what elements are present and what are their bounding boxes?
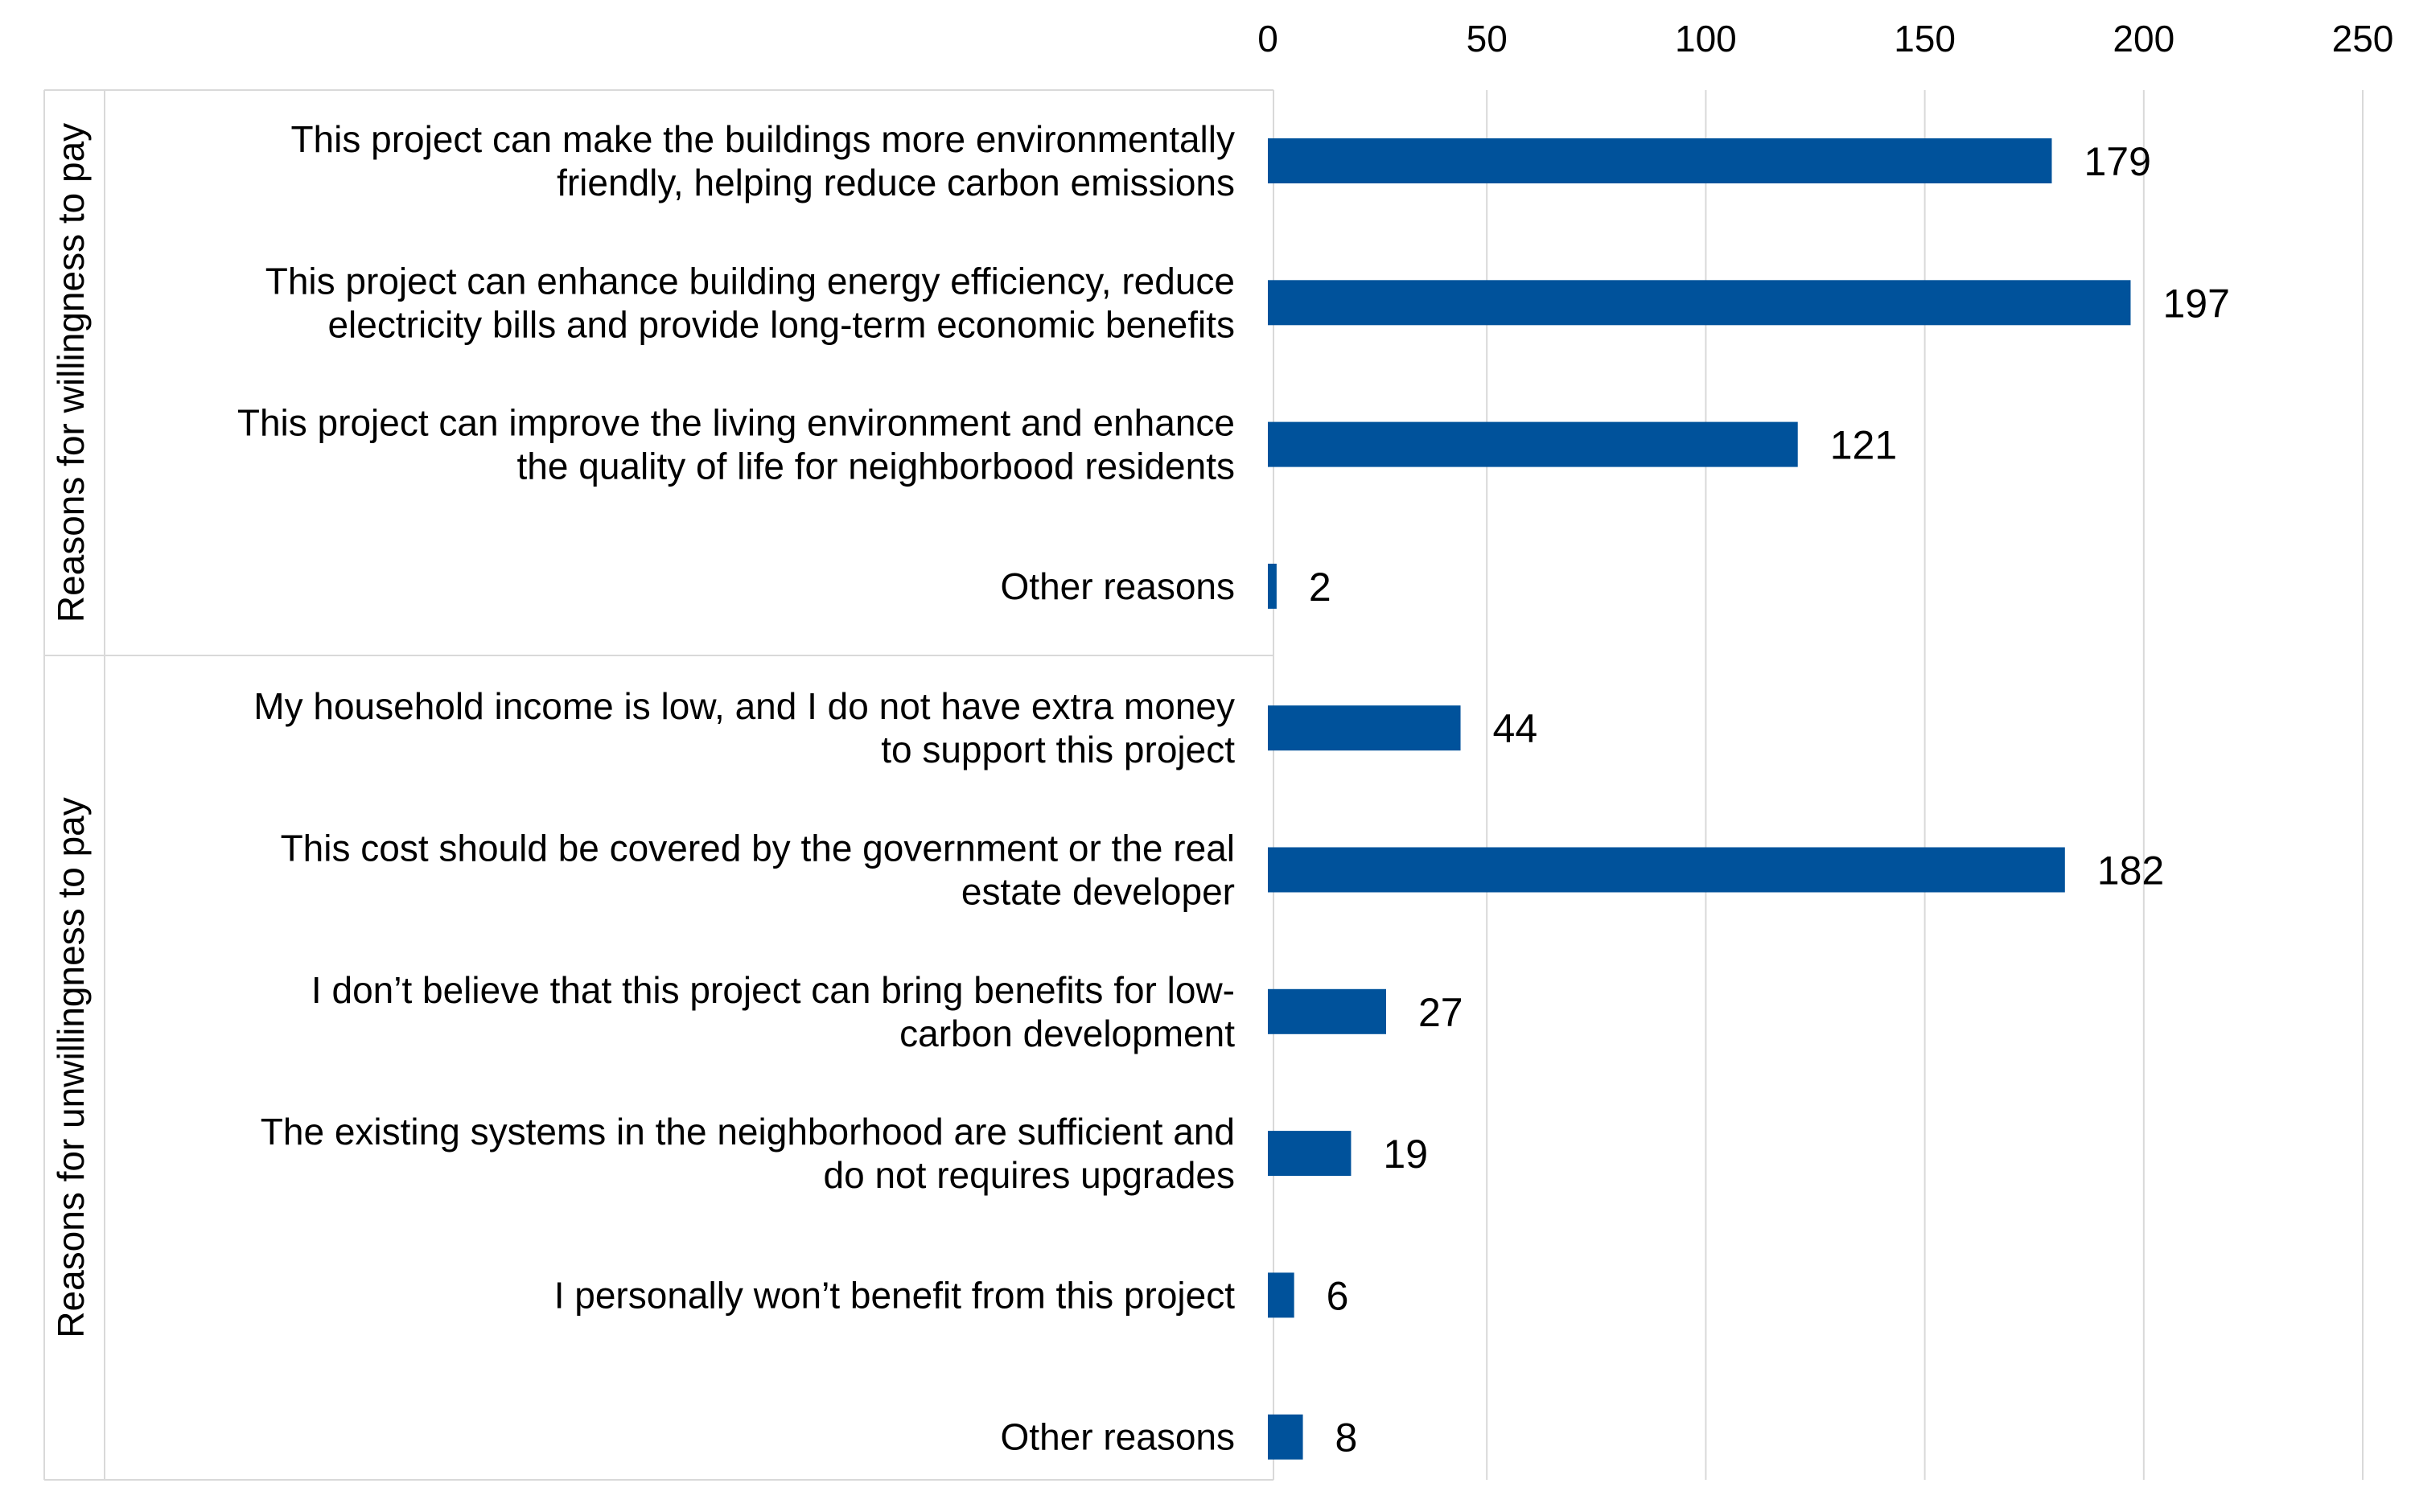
value-label: 182 [2097,848,2164,894]
bar [1268,988,1386,1034]
category-label: Other reasons [1001,565,1235,607]
value-label: 197 [2162,281,2229,326]
x-tick-label: 50 [1467,18,1508,60]
value-label: 44 [1493,706,1538,751]
bar [1268,421,1798,467]
category-label: This project can make the buildings more… [290,118,1235,160]
x-axis-ticks: 0 50 100 150 200 250 [1257,18,2393,60]
value-label: 179 [2084,139,2150,184]
category-label: My household income is low, and I do not… [253,685,1235,727]
bar [1268,705,1461,751]
category-label: This project can improve the living envi… [237,402,1235,444]
value-label: 8 [1335,1415,1358,1461]
group-label: Reasons for unwillingness to pay [50,797,92,1337]
bar [1268,1414,1303,1460]
category-label: Other reasons [1001,1416,1235,1458]
x-tick-label: 0 [1257,18,1278,60]
data-labels: 179 197 121 2 44 182 27 19 6 8 [1309,139,2230,1461]
category-label: The existing systems in the neighborhood… [261,1111,1235,1152]
x-tick-label: 200 [2113,18,2174,60]
x-tick-label: 250 [2332,18,2394,60]
bar [1268,280,2131,326]
category-label: carbon development [899,1013,1235,1054]
category-label: This project can enhance building energy… [265,260,1235,302]
value-label: 121 [1830,423,1897,468]
bar [1268,847,2065,893]
group-labels: Reasons for willingness to pay Reasons fo… [50,123,92,1338]
group-label: Reasons for willingness to pay [50,123,92,622]
bar [1268,138,2052,183]
category-label: the quality of life for neighborbood res… [517,446,1235,487]
bars [1268,138,2131,1460]
category-label: I don’t believe that this project can br… [311,969,1235,1011]
value-label: 2 [1309,565,1331,610]
x-tick-label: 100 [1675,18,1737,60]
bar [1268,1131,1352,1177]
x-tick-label: 150 [1894,18,1956,60]
category-label: to support this project [881,729,1235,770]
category-labels: This project can make the buildings more… [237,118,1235,1458]
bar [1268,563,1277,609]
category-label: estate developer [961,871,1235,913]
category-frame [43,89,1274,1481]
value-label: 6 [1327,1273,1349,1318]
category-label: friendly, helping reduce carbon emission… [557,162,1235,203]
category-label: electricity bills and provide long-term … [327,303,1235,345]
category-label: I personally won’t benefit from this pro… [554,1274,1236,1316]
value-label: 19 [1383,1132,1428,1177]
value-label: 27 [1418,990,1463,1035]
category-label: do not requires upgrades [824,1154,1235,1196]
category-label: This cost should be covered by the gover… [281,828,1235,869]
bar [1268,1272,1294,1318]
